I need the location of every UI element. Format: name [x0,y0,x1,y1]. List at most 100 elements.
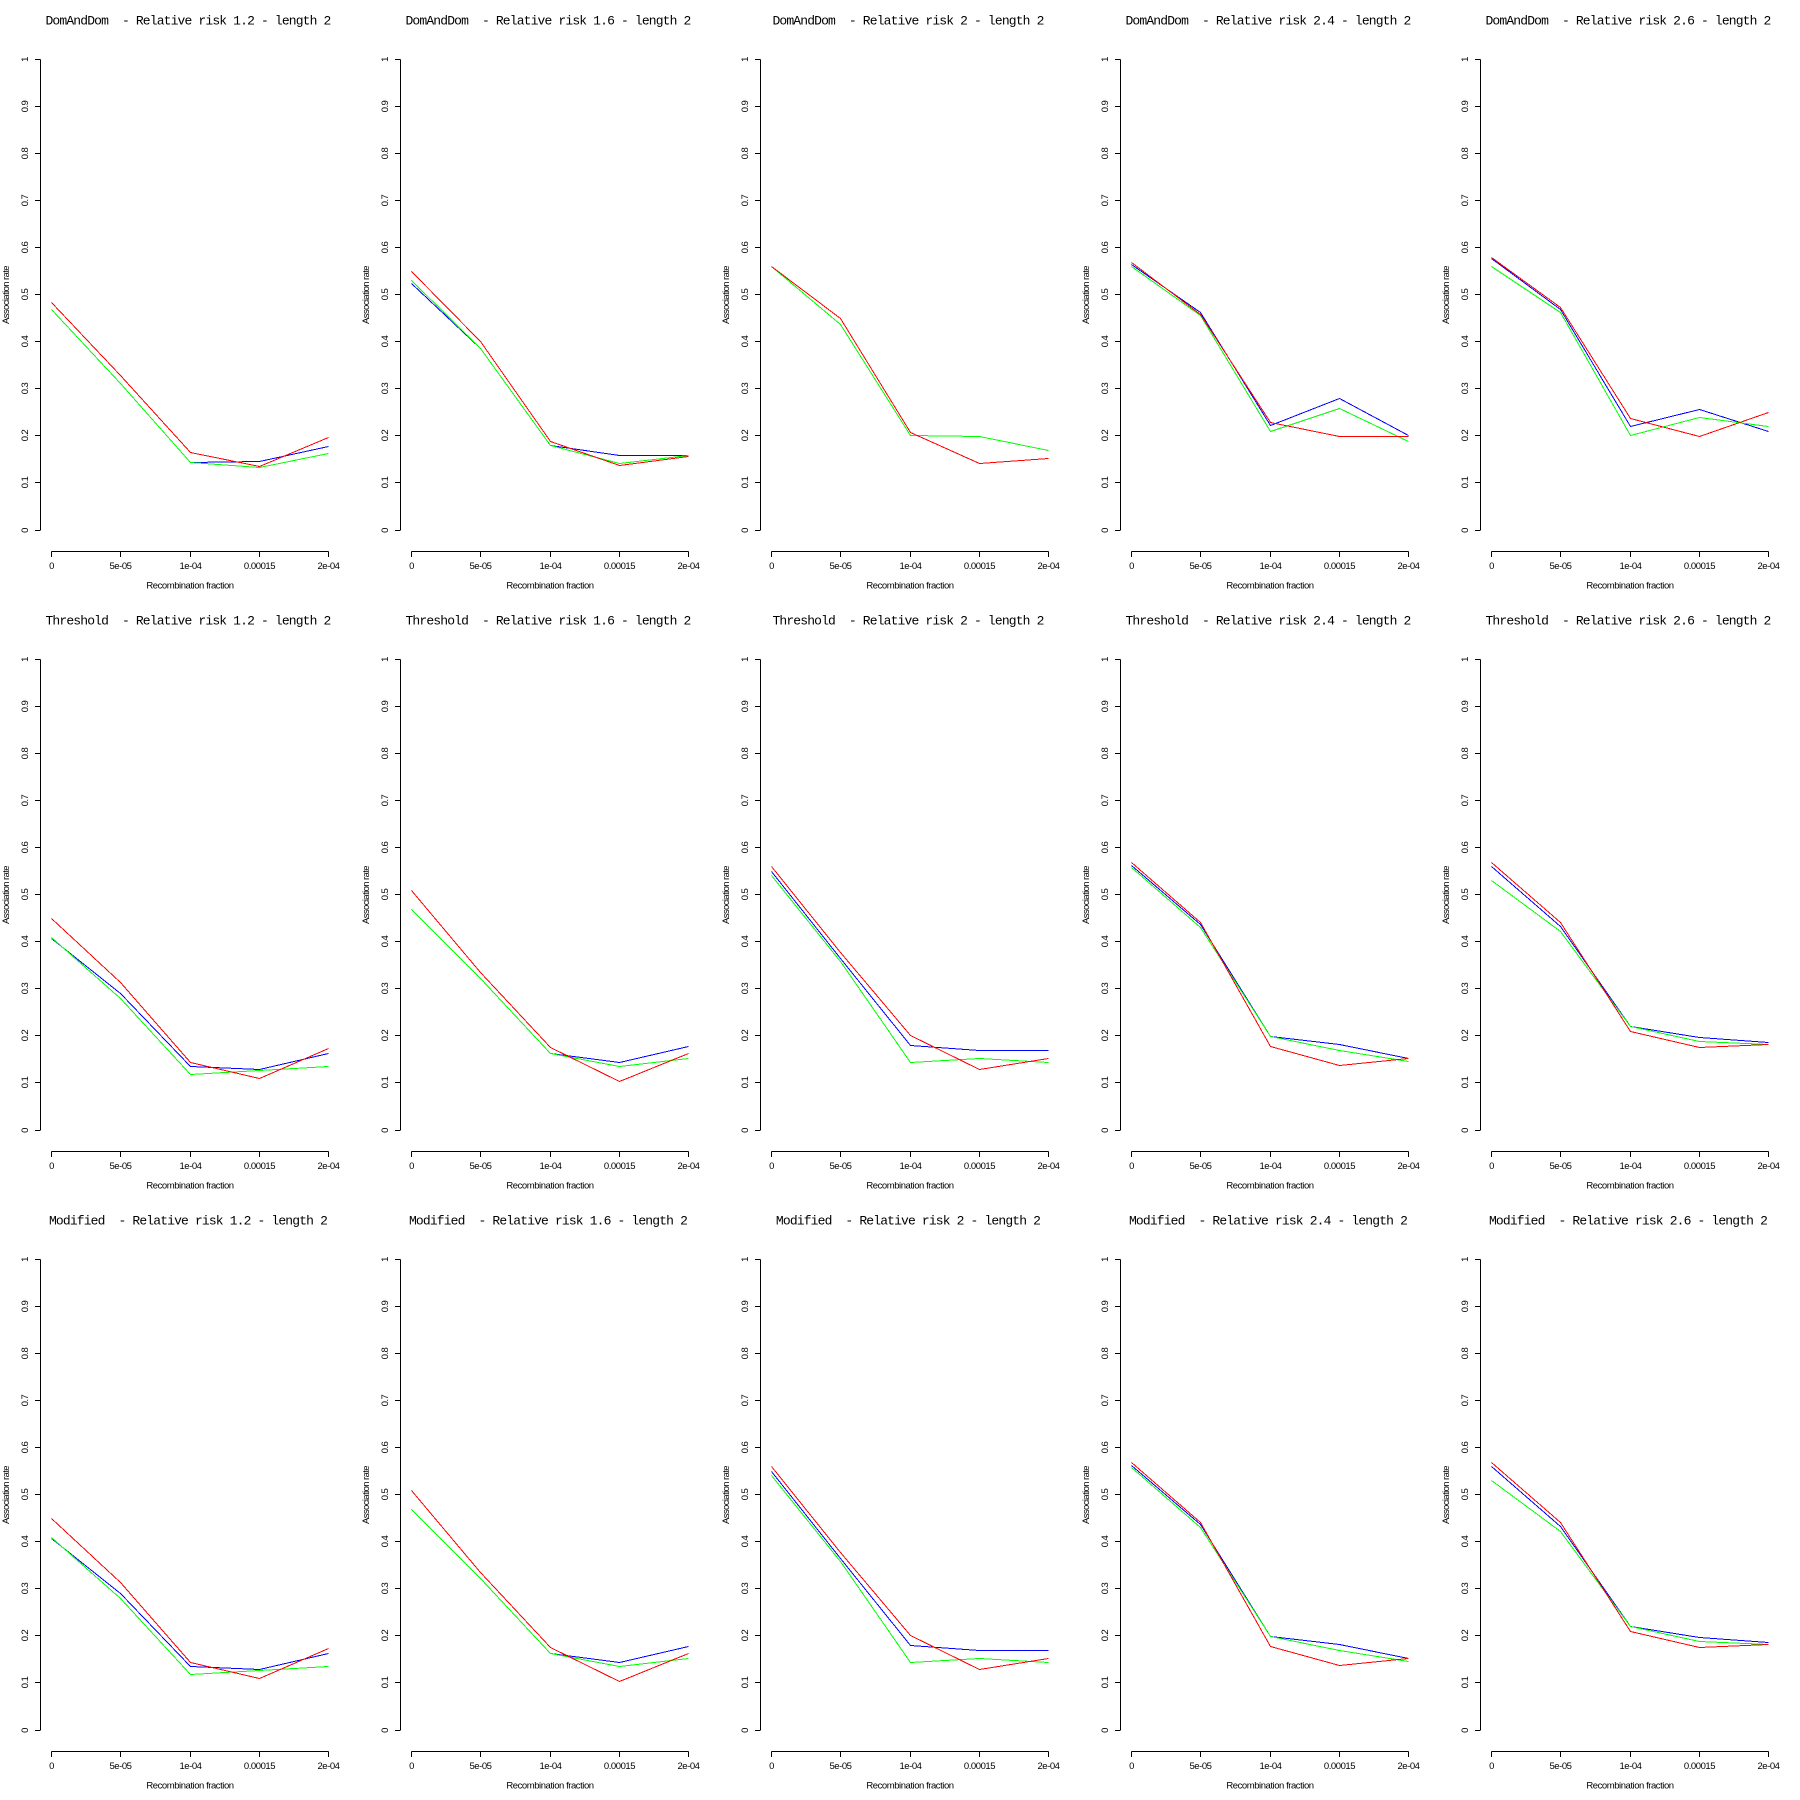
svg-text:1e-04: 1e-04 [1619,561,1641,572]
svg-text:0.9: 0.9 [20,700,31,712]
svg-text:Recombination fraction: Recombination fraction [1226,581,1313,592]
svg-text:0.00015: 0.00015 [604,1761,635,1772]
svg-text:1: 1 [1100,1257,1111,1262]
svg-text:1: 1 [740,657,751,662]
svg-text:Recombination fraction: Recombination fraction [866,1181,953,1192]
svg-text:0.4: 0.4 [740,935,751,947]
svg-text:0: 0 [49,1161,54,1172]
svg-text:0.2: 0.2 [1460,429,1471,441]
svg-text:Association rate: Association rate [1,866,12,924]
svg-text:0.8: 0.8 [20,1347,31,1359]
svg-text:0.9: 0.9 [20,1300,31,1312]
svg-text:0: 0 [769,561,774,572]
svg-text:0.6: 0.6 [1460,1441,1471,1453]
svg-text:0.2: 0.2 [380,1029,391,1041]
svg-text:0.5: 0.5 [380,1488,391,1500]
svg-text:Modified - Relative risk 1.6: Modified - Relative risk 1.6 - length 2 [409,1214,687,1229]
svg-text:0.5: 0.5 [380,888,391,900]
svg-text:0.7: 0.7 [20,1394,31,1406]
svg-text:0.1: 0.1 [740,1676,751,1688]
svg-text:0.2: 0.2 [1100,429,1111,441]
svg-text:0.00015: 0.00015 [1324,1761,1355,1772]
svg-text:0.4: 0.4 [1100,1535,1111,1547]
svg-text:0.7: 0.7 [1100,194,1111,206]
svg-text:0.2: 0.2 [1100,1629,1111,1641]
svg-text:1: 1 [1460,657,1471,662]
svg-text:0.00015: 0.00015 [244,1761,275,1772]
svg-text:5e-05: 5e-05 [1189,1161,1211,1172]
svg-text:0.9: 0.9 [740,1300,751,1312]
svg-text:0.7: 0.7 [380,1394,391,1406]
svg-text:2e-04: 2e-04 [317,1761,339,1772]
svg-text:0.5: 0.5 [1100,1488,1111,1500]
svg-text:5e-05: 5e-05 [109,561,131,572]
svg-text:5e-05: 5e-05 [1189,1761,1211,1772]
svg-text:0.2: 0.2 [20,1629,31,1641]
svg-text:0.4: 0.4 [1460,1535,1471,1547]
svg-text:Recombination fraction: Recombination fraction [146,581,233,592]
svg-text:0.9: 0.9 [380,1300,391,1312]
svg-text:2e-04: 2e-04 [1037,1161,1059,1172]
svg-text:Association rate: Association rate [721,266,732,324]
svg-text:0.8: 0.8 [1460,1347,1471,1359]
svg-text:0.4: 0.4 [740,1535,751,1547]
svg-text:5e-05: 5e-05 [829,561,851,572]
svg-text:0.1: 0.1 [1100,1076,1111,1088]
svg-text:0.00015: 0.00015 [1684,1761,1715,1772]
svg-text:0: 0 [740,1728,751,1733]
svg-text:0.4: 0.4 [20,335,31,347]
svg-text:0: 0 [1489,1761,1494,1772]
svg-text:0.9: 0.9 [1100,700,1111,712]
svg-text:0: 0 [769,1761,774,1772]
svg-text:0.2: 0.2 [1460,1629,1471,1641]
svg-text:2e-04: 2e-04 [1397,1161,1419,1172]
svg-text:2e-04: 2e-04 [1037,1761,1059,1772]
svg-text:0.6: 0.6 [1100,241,1111,253]
svg-text:1e-04: 1e-04 [899,1761,921,1772]
svg-text:0.00015: 0.00015 [964,561,995,572]
svg-text:1: 1 [1460,1257,1471,1262]
svg-text:1e-04: 1e-04 [539,561,561,572]
svg-text:Recombination fraction: Recombination fraction [506,1181,593,1192]
svg-text:0.9: 0.9 [20,100,31,112]
svg-text:DomAndDom - Relative risk 1.2: DomAndDom - Relative risk 1.2 - length 2 [45,14,330,29]
svg-text:Association rate: Association rate [1441,866,1452,924]
svg-text:0.7: 0.7 [380,194,391,206]
svg-text:0.2: 0.2 [740,1029,751,1041]
svg-text:0.6: 0.6 [20,1441,31,1453]
svg-text:5e-05: 5e-05 [469,1761,491,1772]
svg-text:0.1: 0.1 [20,1076,31,1088]
svg-text:2e-04: 2e-04 [677,561,699,572]
svg-text:0.6: 0.6 [1100,841,1111,853]
svg-text:Recombination fraction: Recombination fraction [506,581,593,592]
svg-text:DomAndDom - Relative risk 2.6: DomAndDom - Relative risk 2.6 - length 2 [1485,14,1770,29]
svg-text:0.5: 0.5 [740,1488,751,1500]
svg-text:0.1: 0.1 [1460,1676,1471,1688]
svg-text:0.00015: 0.00015 [1324,561,1355,572]
svg-text:Association rate: Association rate [361,266,372,324]
svg-text:0.8: 0.8 [380,147,391,159]
svg-text:0.1: 0.1 [1100,476,1111,488]
svg-text:0.00015: 0.00015 [964,1761,995,1772]
svg-text:DomAndDom - Relative risk 1.6: DomAndDom - Relative risk 1.6 - length 2 [405,14,690,29]
svg-text:0.6: 0.6 [380,1441,391,1453]
svg-text:0.3: 0.3 [1460,982,1471,994]
svg-text:0: 0 [1100,528,1111,533]
svg-text:0.1: 0.1 [20,476,31,488]
svg-text:0.4: 0.4 [20,1535,31,1547]
svg-text:0.4: 0.4 [1460,335,1471,347]
svg-text:0.2: 0.2 [740,1629,751,1641]
svg-text:0.8: 0.8 [1100,747,1111,759]
svg-text:0.1: 0.1 [740,476,751,488]
svg-text:0.6: 0.6 [20,241,31,253]
svg-text:0.3: 0.3 [1100,382,1111,394]
svg-text:0.7: 0.7 [1460,1394,1471,1406]
svg-text:0: 0 [20,1128,31,1133]
svg-text:0.8: 0.8 [740,747,751,759]
svg-text:5e-05: 5e-05 [1549,1761,1571,1772]
svg-text:0.8: 0.8 [20,147,31,159]
svg-text:0.4: 0.4 [740,335,751,347]
svg-text:0: 0 [20,528,31,533]
svg-text:0: 0 [20,1728,31,1733]
svg-text:0.00015: 0.00015 [604,561,635,572]
